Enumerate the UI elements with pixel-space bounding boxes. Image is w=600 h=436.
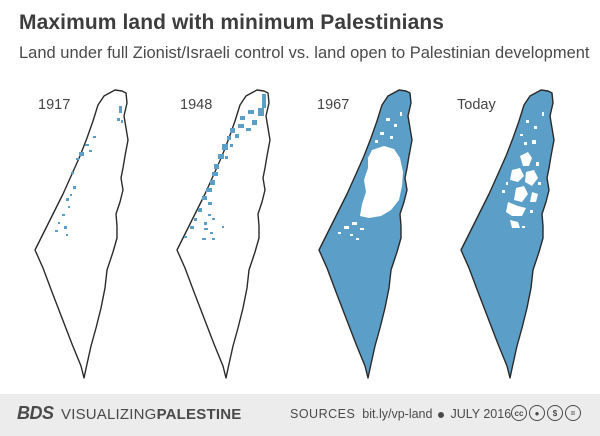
sources-label: SOURCES bbox=[290, 407, 356, 421]
publication-date: JULY 2016 bbox=[450, 407, 512, 421]
map-year-label: 1967 bbox=[317, 97, 350, 113]
nd-icon: = bbox=[565, 405, 581, 421]
visualizing-palestine-logo[interactable]: VISUALIZINGPALESTINE bbox=[61, 406, 241, 423]
cc-icon: cc bbox=[511, 405, 527, 421]
map-panel-1917: 1917 bbox=[0, 76, 150, 394]
map-panel-1948: 1948 bbox=[142, 76, 292, 394]
map-today bbox=[460, 89, 555, 379]
map-outline[interactable] bbox=[318, 89, 413, 379]
sources-line: SOURCES bit.ly/vp-land JULY 2016 bbox=[290, 407, 511, 421]
by-icon: ● bbox=[529, 405, 545, 421]
license-icons[interactable]: cc ● $ = bbox=[511, 405, 581, 423]
map-year-label: Today bbox=[457, 97, 496, 113]
map-1967 bbox=[318, 89, 413, 379]
controlled-land-1948 bbox=[184, 94, 266, 240]
open-land-1967 bbox=[338, 112, 403, 240]
map-outline bbox=[176, 89, 271, 379]
separator-dot bbox=[438, 411, 445, 418]
nc-icon: $ bbox=[547, 405, 563, 421]
open-land-today bbox=[502, 112, 544, 228]
map-year-label: 1948 bbox=[180, 97, 213, 113]
map-1917 bbox=[34, 89, 129, 379]
map-year-label: 1917 bbox=[38, 97, 71, 113]
bds-logo: BDS bbox=[17, 403, 54, 423]
map-outline[interactable] bbox=[460, 89, 555, 379]
map-outline bbox=[34, 89, 129, 379]
map-panel-1967: 1967 bbox=[284, 76, 434, 394]
map-1948 bbox=[176, 89, 271, 379]
org-suffix: PALESTINE bbox=[156, 406, 242, 423]
maps-row: 1917 1948 bbox=[0, 76, 600, 394]
org-prefix: VISUALIZING bbox=[61, 406, 157, 423]
page-subtitle: Land under full Zionist/Israeli control … bbox=[19, 44, 590, 62]
sources-link[interactable]: bit.ly/vp-land bbox=[362, 407, 433, 421]
page-title: Maximum land with minimum Palestinians bbox=[19, 11, 445, 34]
map-panel-today: Today bbox=[426, 76, 576, 394]
controlled-land-1917 bbox=[55, 106, 123, 236]
footer-bar: BDS VISUALIZINGPALESTINE SOURCES bit.ly/… bbox=[0, 394, 600, 436]
